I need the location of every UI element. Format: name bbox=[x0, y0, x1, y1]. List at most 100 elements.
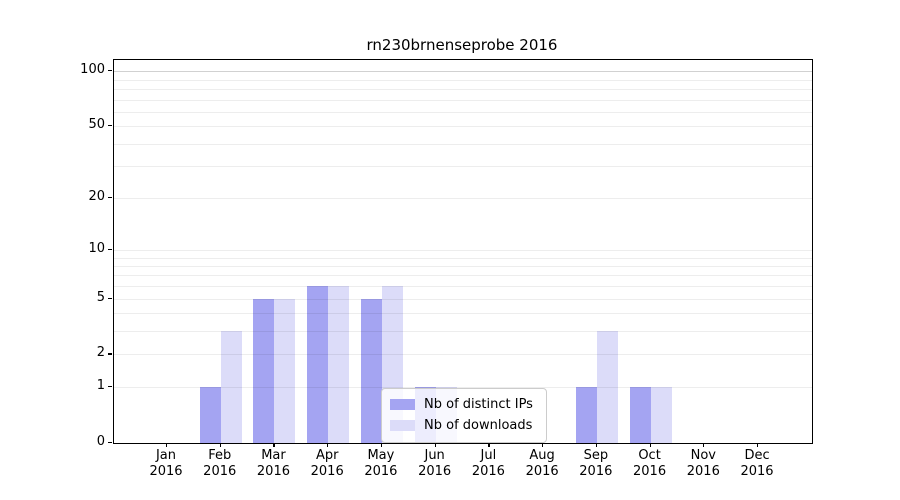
x-tick-month: Feb bbox=[208, 448, 232, 463]
y-tick-5 bbox=[108, 297, 112, 299]
gridline-y-60 bbox=[114, 111, 812, 113]
x-tick-month: Dec bbox=[744, 448, 770, 463]
x-tick-year: 2016 bbox=[256, 464, 290, 479]
x-tick-month: Apr bbox=[315, 448, 339, 463]
y-tick-label-20: 20 bbox=[88, 188, 105, 204]
x-tick-year: 2016 bbox=[149, 464, 183, 479]
bar-downloads-mar bbox=[274, 298, 296, 443]
gridline-y-5 bbox=[114, 298, 812, 300]
legend-swatch-distinct-ips bbox=[390, 399, 415, 410]
y-tick-20 bbox=[108, 196, 112, 198]
x-tick-month: Nov bbox=[690, 448, 716, 463]
y-tick-label-10: 10 bbox=[88, 240, 105, 256]
x-tick-oct bbox=[649, 443, 651, 447]
x-tick-label-aug: Aug 2016 bbox=[514, 448, 570, 480]
legend-swatch-downloads bbox=[390, 420, 415, 431]
x-tick-year: 2016 bbox=[310, 464, 344, 479]
gridline-y-7 bbox=[114, 275, 812, 277]
x-tick-jul bbox=[488, 443, 490, 447]
x-tick-month: May bbox=[367, 448, 395, 463]
y-tick-100 bbox=[108, 70, 112, 72]
y-tick-50 bbox=[108, 125, 112, 127]
x-tick-year: 2016 bbox=[364, 464, 398, 479]
x-tick-aug bbox=[542, 443, 544, 447]
y-tick-label-2: 2 bbox=[96, 345, 105, 361]
x-tick-month: Sep bbox=[583, 448, 609, 463]
gridline-y-4 bbox=[114, 313, 812, 315]
y-tick-1 bbox=[108, 386, 112, 388]
x-tick-year: 2016 bbox=[740, 464, 774, 479]
bar-distinct-ips-feb bbox=[199, 387, 221, 443]
legend-item-distinct-ips: Nb of distinct IPs bbox=[390, 394, 538, 415]
bar-distinct-ips-apr bbox=[307, 286, 329, 443]
y-tick-label-50: 50 bbox=[88, 117, 105, 133]
y-tick-0 bbox=[108, 442, 112, 444]
x-tick-label-dec: Dec 2016 bbox=[729, 448, 785, 480]
x-tick-year: 2016 bbox=[686, 464, 720, 479]
gridline-y-70 bbox=[114, 99, 812, 101]
x-tick-month: Jul bbox=[480, 448, 497, 463]
x-tick-label-jan: Jan 2016 bbox=[138, 448, 194, 480]
gridline-y-90 bbox=[114, 79, 812, 81]
bar-downloads-oct bbox=[650, 387, 672, 443]
bar-distinct-ips-sep bbox=[575, 387, 597, 443]
bar-distinct-ips-oct bbox=[629, 387, 651, 443]
gridline-y-3 bbox=[114, 331, 812, 333]
gridline-y-80 bbox=[114, 88, 812, 90]
x-tick-sep bbox=[595, 443, 598, 447]
x-tick-label-sep: Sep 2016 bbox=[568, 448, 624, 480]
x-tick-label-oct: Oct 2016 bbox=[622, 448, 678, 480]
x-tick-year: 2016 bbox=[203, 464, 237, 479]
x-tick-label-jul: Jul 2016 bbox=[460, 448, 516, 480]
gridline-y-20 bbox=[114, 197, 812, 199]
y-tick-label-0: 0 bbox=[96, 434, 105, 449]
x-tick-label-nov: Nov 2016 bbox=[675, 448, 731, 480]
bar-downloads-feb bbox=[220, 331, 242, 443]
x-tick-month: Mar bbox=[261, 448, 286, 463]
x-tick-label-jun: Jun 2016 bbox=[407, 448, 463, 480]
legend-item-downloads: Nb of downloads bbox=[390, 415, 538, 436]
x-tick-year: 2016 bbox=[579, 464, 613, 479]
x-tick-dec bbox=[757, 443, 759, 447]
legend-label-distinct-ips: Nb of distinct IPs bbox=[424, 397, 533, 412]
gridline-y-50 bbox=[114, 126, 812, 128]
y-tick-10 bbox=[108, 248, 112, 250]
gridline-y-30 bbox=[114, 166, 812, 168]
x-tick-apr bbox=[327, 443, 329, 447]
legend-label-downloads: Nb of downloads bbox=[424, 418, 533, 433]
x-tick-mar bbox=[273, 443, 275, 447]
x-tick-jan bbox=[166, 443, 168, 447]
plot-area bbox=[113, 59, 813, 444]
gridline-y-6 bbox=[114, 286, 812, 288]
x-tick-month: Jan bbox=[155, 448, 177, 463]
bar-downloads-sep bbox=[596, 331, 618, 443]
bar-downloads-apr bbox=[328, 286, 350, 443]
gridline-y-100 bbox=[114, 71, 812, 73]
y-tick-label-100: 100 bbox=[80, 62, 105, 78]
gridline-y-9 bbox=[114, 257, 812, 259]
x-tick-nov bbox=[703, 443, 705, 447]
x-tick-jun bbox=[434, 443, 436, 447]
x-tick-year: 2016 bbox=[471, 464, 505, 479]
x-tick-year: 2016 bbox=[525, 464, 559, 479]
x-tick-feb bbox=[219, 443, 221, 447]
y-tick-label-5: 5 bbox=[96, 289, 105, 305]
x-tick-month: Oct bbox=[638, 448, 661, 463]
legend: Nb of distinct IPs Nb of downloads bbox=[381, 388, 547, 443]
x-tick-label-mar: Mar 2016 bbox=[245, 448, 301, 480]
x-tick-may bbox=[380, 443, 383, 447]
bar-distinct-ips-mar bbox=[253, 298, 275, 443]
x-tick-year: 2016 bbox=[418, 464, 452, 479]
x-tick-year: 2016 bbox=[633, 464, 667, 479]
x-tick-label-apr: Apr 2016 bbox=[299, 448, 355, 480]
x-tick-label-may: May 2016 bbox=[353, 448, 409, 480]
x-tick-label-feb: Feb 2016 bbox=[192, 448, 248, 480]
gridline-y-40 bbox=[114, 143, 812, 145]
y-tick-label-1: 1 bbox=[96, 378, 105, 394]
x-tick-month: Aug bbox=[529, 448, 555, 463]
gridline-y-2 bbox=[114, 354, 812, 356]
y-tick-2 bbox=[108, 353, 112, 355]
chart-title: rn230brnenseprobe 2016 bbox=[366, 36, 558, 54]
bar-distinct-ips-may bbox=[360, 298, 382, 443]
